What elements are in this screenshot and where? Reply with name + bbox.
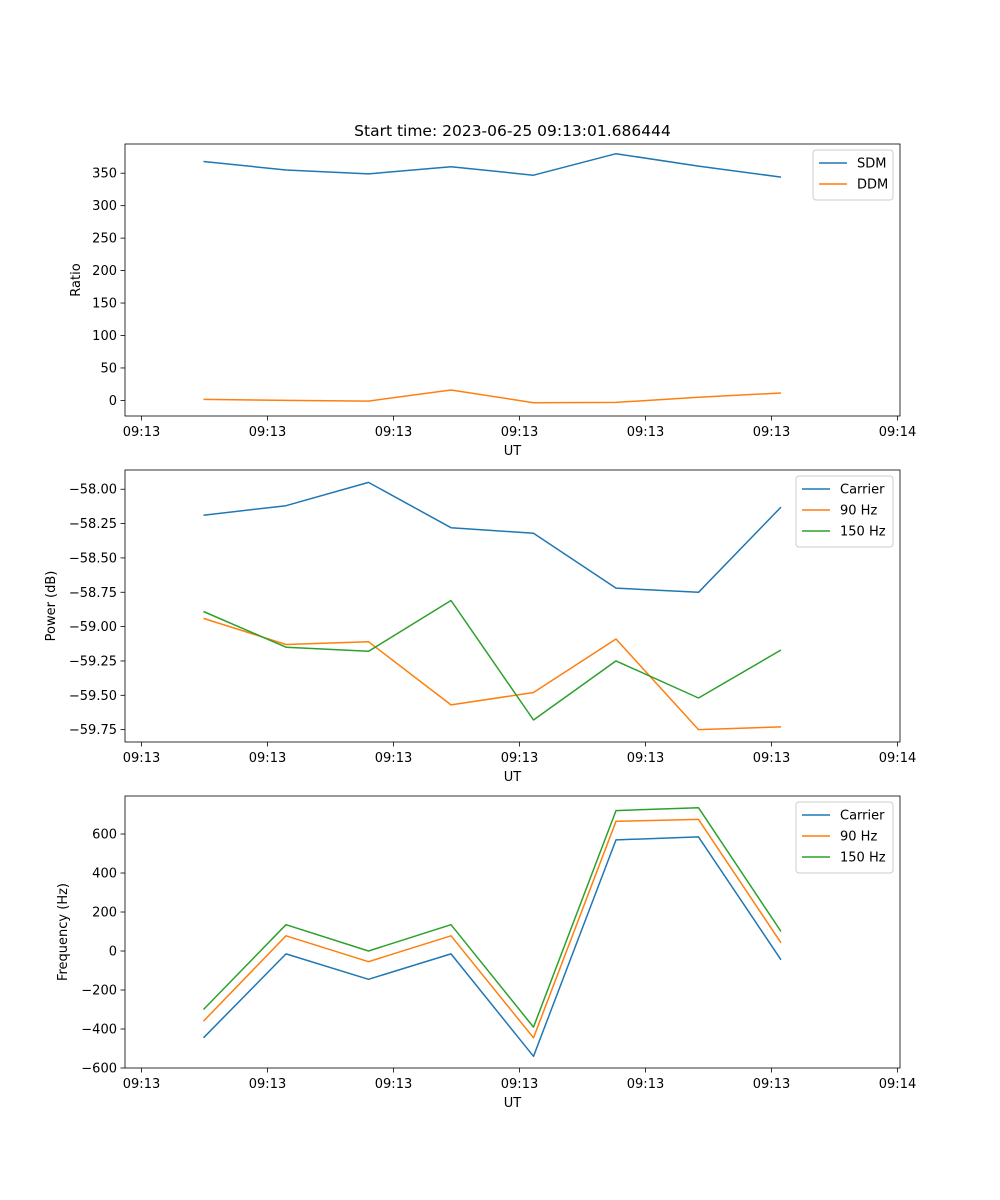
legend-label: DDM <box>857 178 888 193</box>
x-tick-label: 09:13 <box>375 751 412 766</box>
axes-frame <box>124 795 901 1069</box>
x-tick-label: 09:13 <box>123 425 160 440</box>
y-tick-label: 0 <box>109 945 117 960</box>
x-tick-label: 09:13 <box>753 1077 790 1092</box>
y-tick-label: −59.50 <box>69 689 117 704</box>
x-tick-label: 09:13 <box>249 1077 286 1092</box>
series-line-90-hz <box>202 818 782 1039</box>
x-tick-label: 09:13 <box>123 1077 160 1092</box>
series-line-carrier <box>203 481 782 594</box>
y-tick-label: −59.00 <box>69 620 117 635</box>
y-tick-label: 600 <box>92 828 117 843</box>
series-line-ddm <box>203 389 782 404</box>
x-tick-label: 09:13 <box>123 751 160 766</box>
x-tick-label: 09:13 <box>753 751 790 766</box>
legend-label: 90 Hz <box>840 504 877 519</box>
y-tick-label: 100 <box>92 329 117 344</box>
x-tick-label: 09:13 <box>501 1077 538 1092</box>
legend-label: Carrier <box>840 483 885 498</box>
series-line-carrier <box>202 836 782 1058</box>
x-tick-label: 09:13 <box>249 425 286 440</box>
y-tick-label: 200 <box>92 906 117 921</box>
series-line-150-hz <box>203 599 782 721</box>
legend-box <box>795 801 894 874</box>
x-tick-label: 09:14 <box>879 751 916 766</box>
x-tick-label: 09:13 <box>375 1077 412 1092</box>
x-tick-label: 09:14 <box>879 425 916 440</box>
y-tick-label: 400 <box>92 867 117 882</box>
x-tick-label: 09:13 <box>627 751 664 766</box>
legend-label: Carrier <box>840 809 885 824</box>
legend-label: SDM <box>857 157 886 172</box>
y-tick-label: −200 <box>81 984 117 999</box>
legend-label: 150 Hz <box>840 525 886 540</box>
x-axis-label: UT <box>504 1096 522 1111</box>
axes-frame <box>124 143 901 417</box>
y-tick-label: −58.50 <box>69 551 117 566</box>
ratio-panel: 09:13 09:13 09:13 09:13 09:13 09:13 09:14 0 50 10… <box>69 143 916 459</box>
y-tick-label: −59.75 <box>69 723 117 738</box>
x-tick-label: 09:14 <box>879 1077 916 1092</box>
figure-title: Start time: 2023-06-25 09:13:01.686444 <box>354 122 671 140</box>
y-tick-label: −600 <box>81 1062 117 1077</box>
x-axis-label: UT <box>504 770 522 785</box>
x-tick-label: 09:13 <box>627 1077 664 1092</box>
x-tick-label: 09:13 <box>249 751 286 766</box>
legend-label: 90 Hz <box>840 830 877 845</box>
axes-frame <box>124 469 901 743</box>
y-tick-label: 350 <box>92 167 117 182</box>
y-tick-label: 0 <box>109 394 117 409</box>
y-tick-label: −59.25 <box>69 654 117 669</box>
y-tick-label: 250 <box>92 232 117 247</box>
x-tick-label: 09:13 <box>501 425 538 440</box>
legend-label: 150 Hz <box>840 851 886 866</box>
x-tick-label: 09:13 <box>375 425 412 440</box>
x-tick-label: 09:13 <box>753 425 790 440</box>
y-tick-label: 150 <box>92 297 117 312</box>
y-tick-label: −58.75 <box>69 586 117 601</box>
y-axis-label: Power (dB) <box>44 571 59 642</box>
y-axis-label: Frequency (Hz) <box>56 883 71 981</box>
y-tick-label: 200 <box>92 264 117 279</box>
x-tick-label: 09:13 <box>627 425 664 440</box>
y-axis-label: Ratio <box>69 263 84 296</box>
x-tick-label: 09:13 <box>501 751 538 766</box>
legend-box <box>795 475 894 548</box>
series-line-90-hz <box>203 617 782 731</box>
y-tick-label: 50 <box>100 361 117 376</box>
series-line-150-hz <box>202 806 782 1028</box>
y-tick-label: −400 <box>81 1023 117 1038</box>
y-tick-label: −58.25 <box>69 517 117 532</box>
x-axis-label: UT <box>504 444 522 459</box>
frequency-panel: 09:13 09:13 09:13 09:13 09:13 09:13 09:14 −600 −… <box>56 795 916 1111</box>
power-panel: 09:13 09:13 09:13 09:13 09:13 09:13 09:14 −59.7… <box>44 469 916 785</box>
y-tick-label: 300 <box>92 199 117 214</box>
y-tick-label: −58.00 <box>69 483 117 498</box>
series-line-sdm <box>203 152 782 178</box>
